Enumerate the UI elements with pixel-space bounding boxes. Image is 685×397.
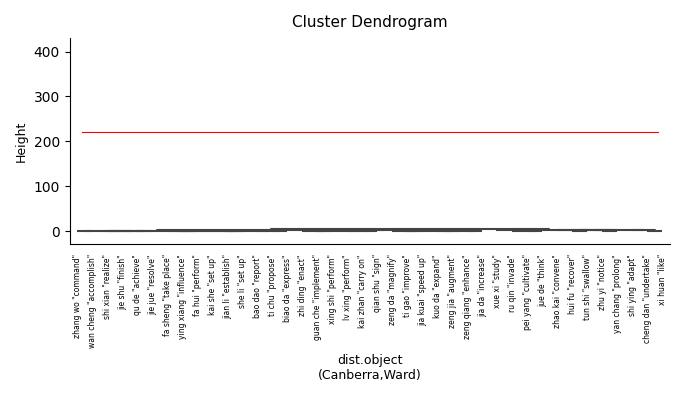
Title: Cluster Dendrogram: Cluster Dendrogram bbox=[292, 15, 447, 30]
X-axis label: dist.object
(Canberra,Ward): dist.object (Canberra,Ward) bbox=[318, 354, 422, 382]
Y-axis label: Height: Height bbox=[15, 121, 28, 162]
